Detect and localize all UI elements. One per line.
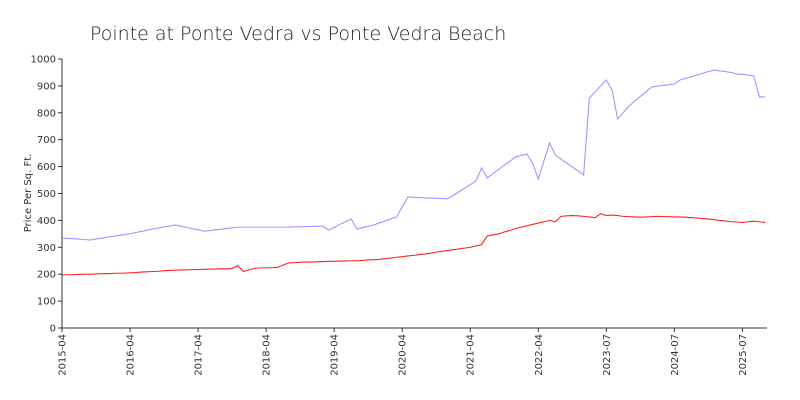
x-tick-label: 2016-04 bbox=[126, 334, 137, 376]
y-tick-label: 0 bbox=[50, 324, 56, 335]
x-tick-label: 2023-07 bbox=[602, 334, 613, 376]
y-tick-label: 700 bbox=[37, 135, 56, 146]
x-tick-label: 2019-04 bbox=[330, 334, 341, 376]
y-tick-label: 200 bbox=[37, 270, 56, 281]
chart-title: Pointe at Ponte Vedra vs Ponte Vedra Bea… bbox=[90, 23, 506, 45]
x-tick-label: 2018-04 bbox=[262, 334, 273, 376]
y-tick-label: 1000 bbox=[31, 55, 56, 66]
x-tick-label: 2017-04 bbox=[194, 334, 205, 376]
x-tick-label: 2021-04 bbox=[466, 334, 477, 376]
x-tick-label: 2022-04 bbox=[534, 334, 545, 376]
data-line bbox=[61, 69, 766, 241]
x-tick-label: 2015-04 bbox=[58, 334, 69, 376]
x-tick-label: 2020-04 bbox=[398, 334, 409, 376]
data-line bbox=[61, 213, 766, 276]
y-tick-label: 100 bbox=[37, 297, 56, 308]
y-axis-label: Price Per Sq. Ft. bbox=[23, 154, 34, 233]
y-tick-label: 500 bbox=[37, 189, 56, 200]
y-tick-label: 300 bbox=[37, 243, 56, 254]
x-tick-label: 2025-07 bbox=[738, 334, 749, 376]
x-tick-label: 2024-07 bbox=[670, 334, 681, 376]
y-tick-label: 600 bbox=[37, 162, 56, 173]
y-tick-label: 900 bbox=[37, 81, 56, 92]
y-tick-label: 800 bbox=[37, 108, 56, 119]
y-tick-label: 400 bbox=[37, 216, 56, 227]
